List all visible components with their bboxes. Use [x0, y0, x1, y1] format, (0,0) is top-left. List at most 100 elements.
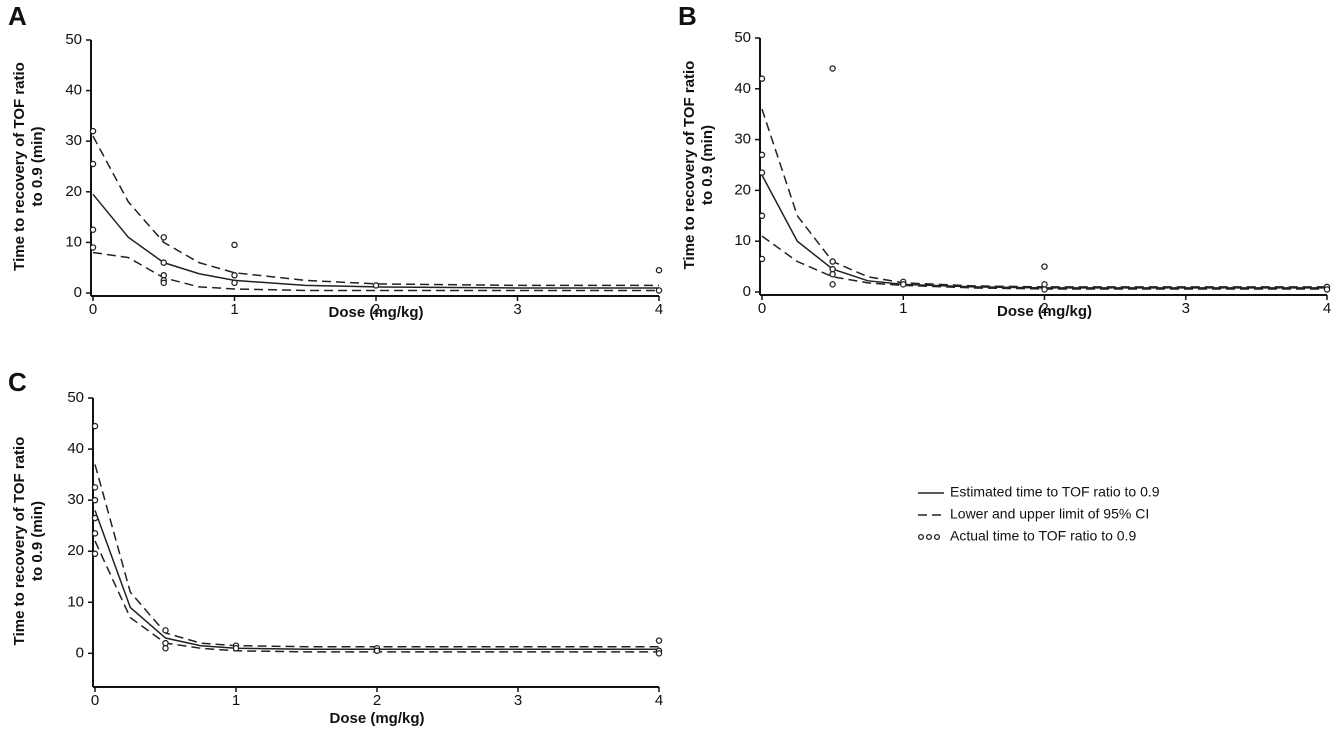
x-axis-label: Dose (mg/kg) [329, 710, 424, 727]
curve [92, 251, 659, 292]
y-axis-label: to 0.9 (min) [29, 501, 46, 581]
data-point [758, 212, 766, 220]
data-point [91, 422, 99, 430]
data-point [91, 484, 99, 491]
y-tick-label: 20 [734, 181, 751, 198]
y-axis-label: Time to recovery of TOF ratio [681, 61, 698, 270]
data-point [160, 279, 167, 287]
x-tick-label: 3 [513, 301, 521, 318]
x-axis-label: Dose (mg/kg) [328, 304, 423, 321]
x-tick-label: 2 [1040, 300, 1048, 317]
y-axis-label: to 0.9 (min) [699, 125, 716, 205]
curve [761, 108, 1327, 288]
y-tick-label: 0 [74, 284, 82, 301]
x-tick-label: 0 [89, 301, 97, 318]
y-tick-label: 10 [65, 233, 82, 250]
data-point [1041, 286, 1048, 293]
x-tick-label: 4 [1323, 300, 1331, 317]
curve [94, 540, 659, 653]
data-point [900, 281, 907, 288]
y-tick-label: 20 [67, 542, 84, 559]
data-point [655, 650, 663, 657]
data-point [655, 287, 663, 294]
x-tick-label: 1 [899, 300, 907, 317]
x-tick-label: 3 [1182, 300, 1190, 317]
y-tick-label: 10 [67, 593, 84, 610]
data-point [89, 244, 97, 251]
legend-symbol [917, 533, 925, 541]
y-axis-label: to 0.9 (min) [29, 126, 46, 206]
data-point [373, 647, 381, 655]
y-tick-label: 0 [743, 283, 751, 300]
legend-label: Estimated time to TOF ratio to 0.9 [950, 484, 1160, 500]
data-point [231, 241, 238, 249]
curve [761, 235, 1327, 290]
y-axis-label: Time to recovery of TOF ratio [11, 62, 28, 271]
y-axis-label: Time to recovery of TOF ratio [11, 437, 28, 646]
data-point [372, 282, 380, 289]
data-point [91, 514, 99, 522]
y-tick-label: 30 [67, 491, 84, 508]
data-point [1041, 281, 1048, 288]
x-tick-label: 0 [758, 300, 766, 317]
x-tick-label: 2 [373, 692, 381, 709]
y-tick-label: 40 [67, 440, 84, 457]
data-point [655, 266, 663, 274]
y-tick-label: 0 [76, 644, 84, 661]
data-point [91, 496, 99, 504]
legend-symbol [933, 533, 941, 541]
data-point [231, 272, 238, 279]
curve [761, 174, 1327, 289]
legend-label: Actual time to TOF ratio to 0.9 [950, 528, 1136, 544]
data-point [89, 160, 97, 168]
data-point [232, 645, 240, 652]
x-axis-label: Dose (mg/kg) [997, 303, 1092, 320]
data-point [91, 530, 99, 537]
data-point [758, 169, 766, 176]
data-point [1323, 286, 1331, 293]
data-point [829, 258, 836, 265]
data-point [758, 75, 766, 82]
x-tick-label: 0 [91, 692, 99, 709]
panel-label: C [8, 367, 27, 397]
x-tick-label: 3 [514, 692, 522, 709]
x-tick-label: 2 [372, 301, 380, 318]
data-point [829, 270, 836, 278]
y-tick-label: 30 [734, 131, 751, 148]
data-point [91, 550, 99, 558]
curve [92, 135, 659, 287]
y-tick-label: 40 [734, 80, 751, 97]
y-tick-label: 50 [65, 31, 82, 48]
y-tick-label: 20 [65, 183, 82, 200]
panel-label: A [8, 1, 27, 31]
data-point [829, 65, 836, 72]
curve [94, 464, 659, 648]
data-point [160, 234, 167, 241]
x-tick-label: 4 [655, 301, 663, 318]
x-tick-label: 1 [230, 301, 238, 318]
y-tick-label: 40 [65, 82, 82, 99]
x-tick-label: 1 [232, 692, 240, 709]
data-point [655, 637, 663, 644]
data-point [758, 255, 766, 263]
curve [94, 510, 659, 651]
data-point [162, 639, 169, 647]
legend-label: Lower and upper limit of 95% CI [950, 506, 1149, 522]
curve [92, 193, 659, 289]
legend-symbol [925, 533, 933, 541]
panel-label: B [678, 1, 697, 31]
y-tick-label: 50 [67, 389, 84, 406]
y-tick-label: 50 [734, 29, 751, 46]
data-point [231, 279, 238, 287]
data-point [162, 627, 169, 634]
x-tick-label: 4 [655, 692, 663, 709]
y-tick-label: 30 [65, 132, 82, 149]
data-point [89, 226, 97, 233]
data-point [1041, 263, 1048, 270]
data-point [829, 265, 836, 273]
y-tick-label: 10 [734, 232, 751, 249]
data-point [162, 645, 169, 652]
data-point [829, 281, 836, 288]
data-point [89, 127, 97, 135]
